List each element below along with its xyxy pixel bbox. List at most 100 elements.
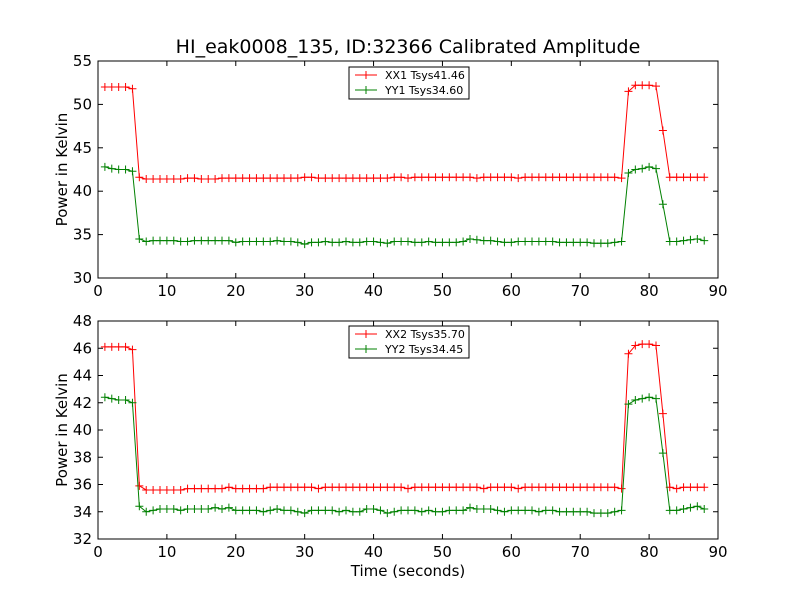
chart-1-series-1-point xyxy=(383,174,392,183)
chart-1-xtick-label: 0 xyxy=(93,282,103,300)
chart-2-series-1-point xyxy=(100,342,109,351)
chart-2-series-2-point xyxy=(335,507,344,516)
chart-1-series-1-point xyxy=(486,173,495,182)
chart-1-series-1-point xyxy=(445,173,454,182)
chart-1-series-1-point xyxy=(410,173,419,182)
chart-2-series-1-point xyxy=(576,483,585,492)
chart-1-series-1-point xyxy=(541,173,550,182)
chart-2-series-1-point xyxy=(307,483,316,492)
chart-2-ytick-label: 40 xyxy=(73,421,92,439)
chart-1-series-1-point xyxy=(624,87,633,96)
chart-1-series-1-point xyxy=(183,174,192,183)
chart-1-series-2-point xyxy=(211,236,220,245)
chart-2-series-2-point xyxy=(218,505,226,514)
chart-2-series-1-point xyxy=(300,483,309,492)
chart-2-series-2-point xyxy=(321,506,330,515)
chart-2-xtick-label: 10 xyxy=(157,543,176,561)
chart-1-series-1-point xyxy=(603,173,612,182)
chart-2-series-1-point xyxy=(541,483,550,492)
chart-2-series-2-point xyxy=(610,507,619,516)
chart-1-series-2-point xyxy=(218,236,226,245)
chart-2-ytick-label: 46 xyxy=(73,339,92,357)
chart-2-series-2-point xyxy=(555,507,564,516)
chart-2-series-1-point xyxy=(135,481,144,490)
chart-1-series-1-point xyxy=(107,83,116,92)
chart-2-series-2-point xyxy=(224,503,233,512)
chart-2-series-1-point xyxy=(383,483,392,492)
chart-2-series-2-point xyxy=(548,506,557,515)
chart-1-series-2-point xyxy=(521,237,530,246)
chart-2-series-2-point xyxy=(631,396,640,405)
chart-2-frame xyxy=(97,320,719,540)
chart-2-series-1-point xyxy=(190,484,199,493)
chart-1-series-1-point xyxy=(169,175,178,184)
chart-2-series-2-point xyxy=(273,505,282,514)
chart-1-series-1-point xyxy=(300,173,309,182)
chart-2-series-1-point xyxy=(658,409,667,418)
chart-2-series-2-point xyxy=(590,509,598,518)
chart-2-series-1-point xyxy=(686,483,695,492)
chart-1-series-1-point xyxy=(583,173,592,182)
chart-2-series-1-point xyxy=(390,483,399,492)
chart-1-series-2-point xyxy=(410,238,419,247)
chart-1-series-1-point xyxy=(493,173,502,182)
chart-1-series-2-point xyxy=(500,238,509,247)
chart-2-series-2-point xyxy=(652,394,660,403)
chart-2-series-1-point xyxy=(672,484,681,493)
chart-2-xtick-label: 30 xyxy=(295,543,314,561)
chart-1-legend-label: XX1 Tsys41.46 xyxy=(385,69,465,82)
chart-1-series-2-point xyxy=(645,162,654,171)
chart-1-series-2-point xyxy=(190,236,199,245)
chart-1-series-2-point xyxy=(183,237,192,246)
chart-2-series-1-point xyxy=(534,483,543,492)
chart-2-series-1-point xyxy=(466,483,474,492)
chart-1-series-1-point xyxy=(149,175,158,184)
chart-2-series-2-point xyxy=(390,507,399,516)
chart-1-series-2 xyxy=(100,162,709,249)
chart-2-legend-marker xyxy=(362,345,370,353)
chart-1-series-2-point xyxy=(245,237,254,246)
chart-2-series-2-point xyxy=(431,507,440,516)
chart-1-series-1-point xyxy=(259,174,268,183)
chart-2-series-2-point xyxy=(162,505,171,514)
chart-1-series-2-point xyxy=(300,240,309,249)
chart-2-series-1-point xyxy=(397,483,406,492)
chart-2-series-2-point xyxy=(459,506,468,515)
chart-2-series-1-point xyxy=(445,483,454,492)
chart-2-legend-label: XX2 Tsys35.70 xyxy=(385,328,465,341)
chart-1-series-2-point xyxy=(314,238,323,247)
chart-2-series-2-point xyxy=(293,507,302,516)
chart-2-series-1-point xyxy=(700,483,709,492)
chart-1-series-2-point xyxy=(679,236,688,245)
chart-1-series-2-point xyxy=(534,237,543,246)
chart-2-series-2-point xyxy=(128,398,137,407)
chart-1-series-1-point xyxy=(638,81,647,90)
chart-1-series-1-point xyxy=(652,82,660,91)
chart-1-series-2-point xyxy=(280,237,288,246)
chart-1-legend-marker xyxy=(362,71,370,79)
chart-2-ylabel: Power in Kelvin xyxy=(53,373,71,487)
chart-2-series-1-point xyxy=(266,483,275,492)
chart-2-series-2-point xyxy=(142,507,151,516)
chart-2-series-2-point xyxy=(693,502,702,511)
chart-2-series-1-point xyxy=(548,483,557,492)
chart-1-series-1-point xyxy=(135,173,144,182)
chart-1-series-2-point xyxy=(590,239,598,248)
chart-2-ytick-label: 32 xyxy=(73,530,92,548)
chart-1-series-1-point xyxy=(224,174,233,183)
chart-2-series-2-point xyxy=(307,506,316,515)
chart-2-series-2-point xyxy=(404,506,412,515)
chart-2-series-2-point xyxy=(245,506,254,515)
chart-1-series-1-point xyxy=(617,174,626,183)
chart-1-series-2-point xyxy=(638,164,647,173)
chart-1-series-2-point xyxy=(658,200,667,209)
chart-1-series-2-point xyxy=(466,234,474,243)
chart-1-series-1-point xyxy=(645,81,654,90)
chart-2-xtick-label: 50 xyxy=(433,543,452,561)
chart-top: HI_eak0008_135, ID:32366 Calibrated Ampl… xyxy=(53,36,728,300)
chart-1-series-2-point xyxy=(686,235,695,244)
chart-1-series-1-point xyxy=(397,173,406,182)
chart-1-series-2-point xyxy=(507,238,516,247)
chart-2-series-2-point xyxy=(638,394,647,403)
